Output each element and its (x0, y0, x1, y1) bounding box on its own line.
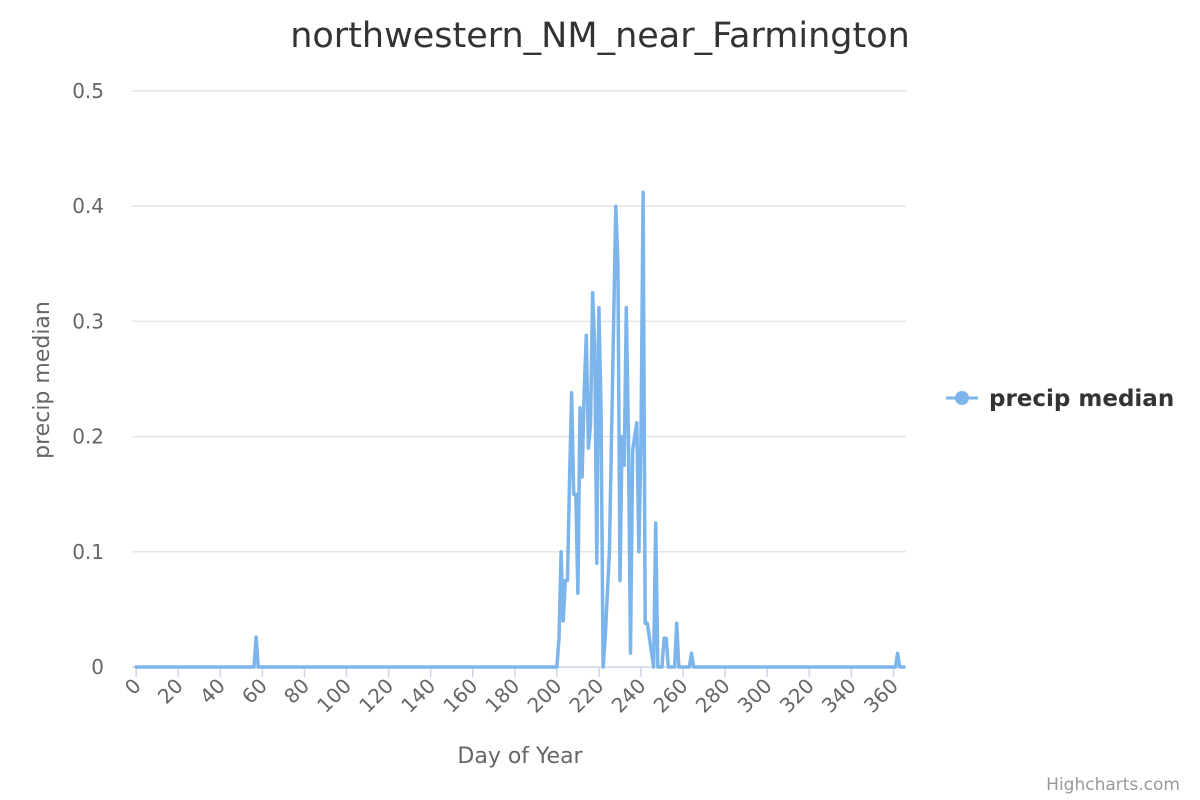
chart-title: northwestern_NM_near_Farmington (290, 16, 910, 56)
x-tick-label: 140 (396, 674, 440, 718)
x-tick-label: 300 (733, 674, 777, 718)
grid-layer (132, 90, 906, 553)
series-layer[interactable] (134, 190, 906, 669)
x-tick-label: 160 (438, 674, 482, 718)
legend-item-precip-median[interactable]: precip median (946, 386, 1174, 412)
x-tick-label: 120 (354, 674, 398, 718)
x-tick-label: 40 (195, 674, 230, 709)
y-tick-label: 0.4 (72, 194, 104, 218)
x-tick-label: 180 (480, 674, 524, 718)
x-axis-title: Day of Year (457, 744, 583, 769)
y-tick-label: 0.1 (72, 540, 104, 564)
y-axis: 0 0.1 0.2 0.3 0.4 0.5 (72, 79, 104, 679)
x-axis: 0 20 40 60 801001201401601802002202402602803… (120, 666, 906, 718)
legend-label: precip median (989, 386, 1174, 412)
y-tick-label: 0 (91, 655, 104, 679)
y-tick-label: 0.5 (72, 79, 104, 103)
x-tick-label: 80 (279, 674, 314, 709)
x-tick-label: 280 (691, 674, 735, 718)
x-tick-label: 60 (237, 674, 272, 709)
y-axis-title: precip median (30, 301, 55, 459)
series-line[interactable] (134, 190, 906, 669)
x-tick-label: 260 (649, 674, 693, 718)
x-tick-label: 200 (522, 674, 566, 718)
x-tick-label: 240 (607, 674, 651, 718)
x-tick-label: 340 (817, 674, 861, 718)
legend-circle-icon (955, 391, 969, 405)
y-tick-label: 0.2 (72, 425, 104, 449)
x-tick-label: 320 (775, 674, 819, 718)
x-tick-label: 220 (564, 674, 608, 718)
credits-link[interactable]: Highcharts.com (1046, 775, 1180, 795)
x-tick-label: 0 (120, 674, 146, 700)
x-tick-label: 20 (153, 674, 188, 709)
x-tick-label: 360 (859, 674, 903, 718)
y-tick-label: 0.3 (72, 309, 104, 333)
x-tick-label: 100 (312, 674, 356, 718)
